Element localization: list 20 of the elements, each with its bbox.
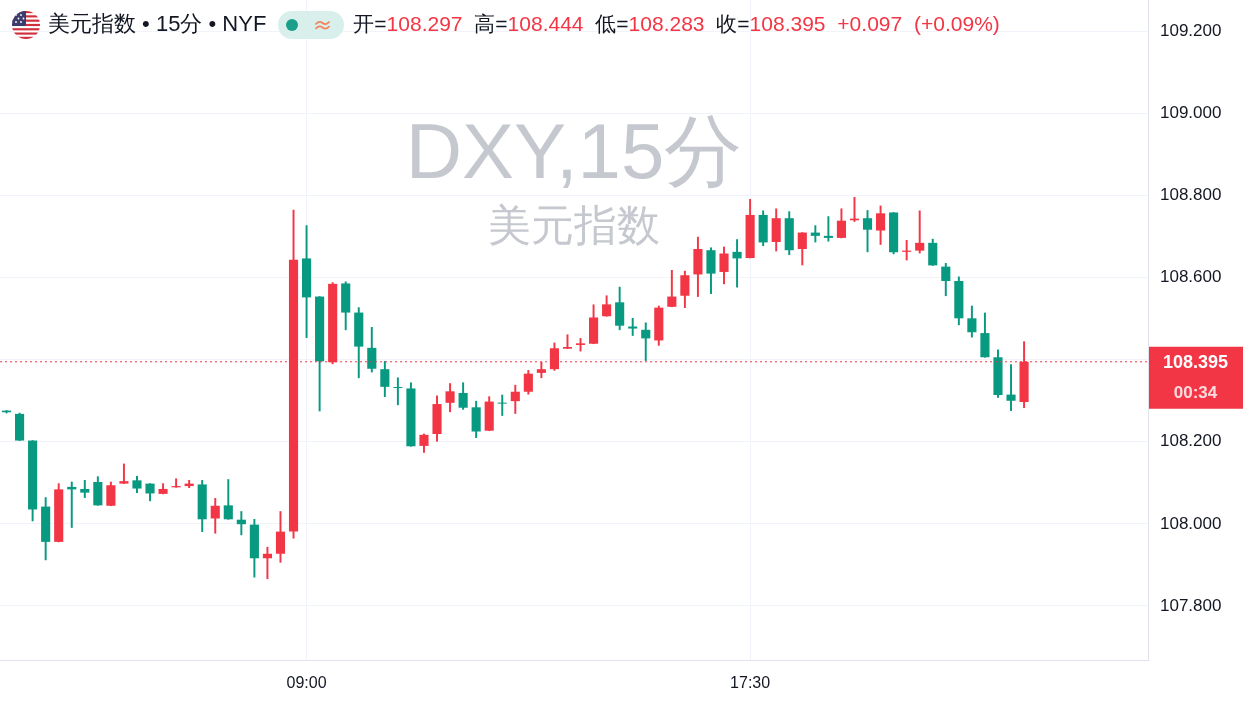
candlestick: [1006, 364, 1016, 411]
candlestick: [393, 377, 403, 406]
x-tick-label: 17:30: [730, 674, 771, 692]
y-tick-label: 107.800: [1160, 595, 1222, 615]
candlestick: [562, 334, 573, 349]
ref-line-label: 108.395 00:34: [1162, 351, 1229, 403]
candlestick: [823, 216, 833, 242]
y-tick-label: 109.200: [1160, 21, 1222, 41]
y-tick-label: 108.800: [1160, 185, 1222, 205]
y-tick-label: 109.000: [1160, 103, 1222, 123]
y-tick-label: 108.000: [1160, 513, 1222, 533]
y-tick-label: 108.600: [1160, 267, 1222, 287]
candlestick: [497, 394, 507, 416]
y-tick-label: 108.200: [1160, 431, 1222, 451]
annotation: DXY,15分: [405, 106, 743, 195]
annotation: 美元指数: [488, 200, 660, 249]
text: 美元指数 • 15分 • NYF: [48, 11, 267, 37]
x-tick-label: 09:00: [286, 674, 327, 692]
text: 开=108.297 高=108.444 低=108.283 收=108.395 +0.097 (+0.09%): [353, 11, 1000, 35]
candlestick: [628, 317, 638, 336]
